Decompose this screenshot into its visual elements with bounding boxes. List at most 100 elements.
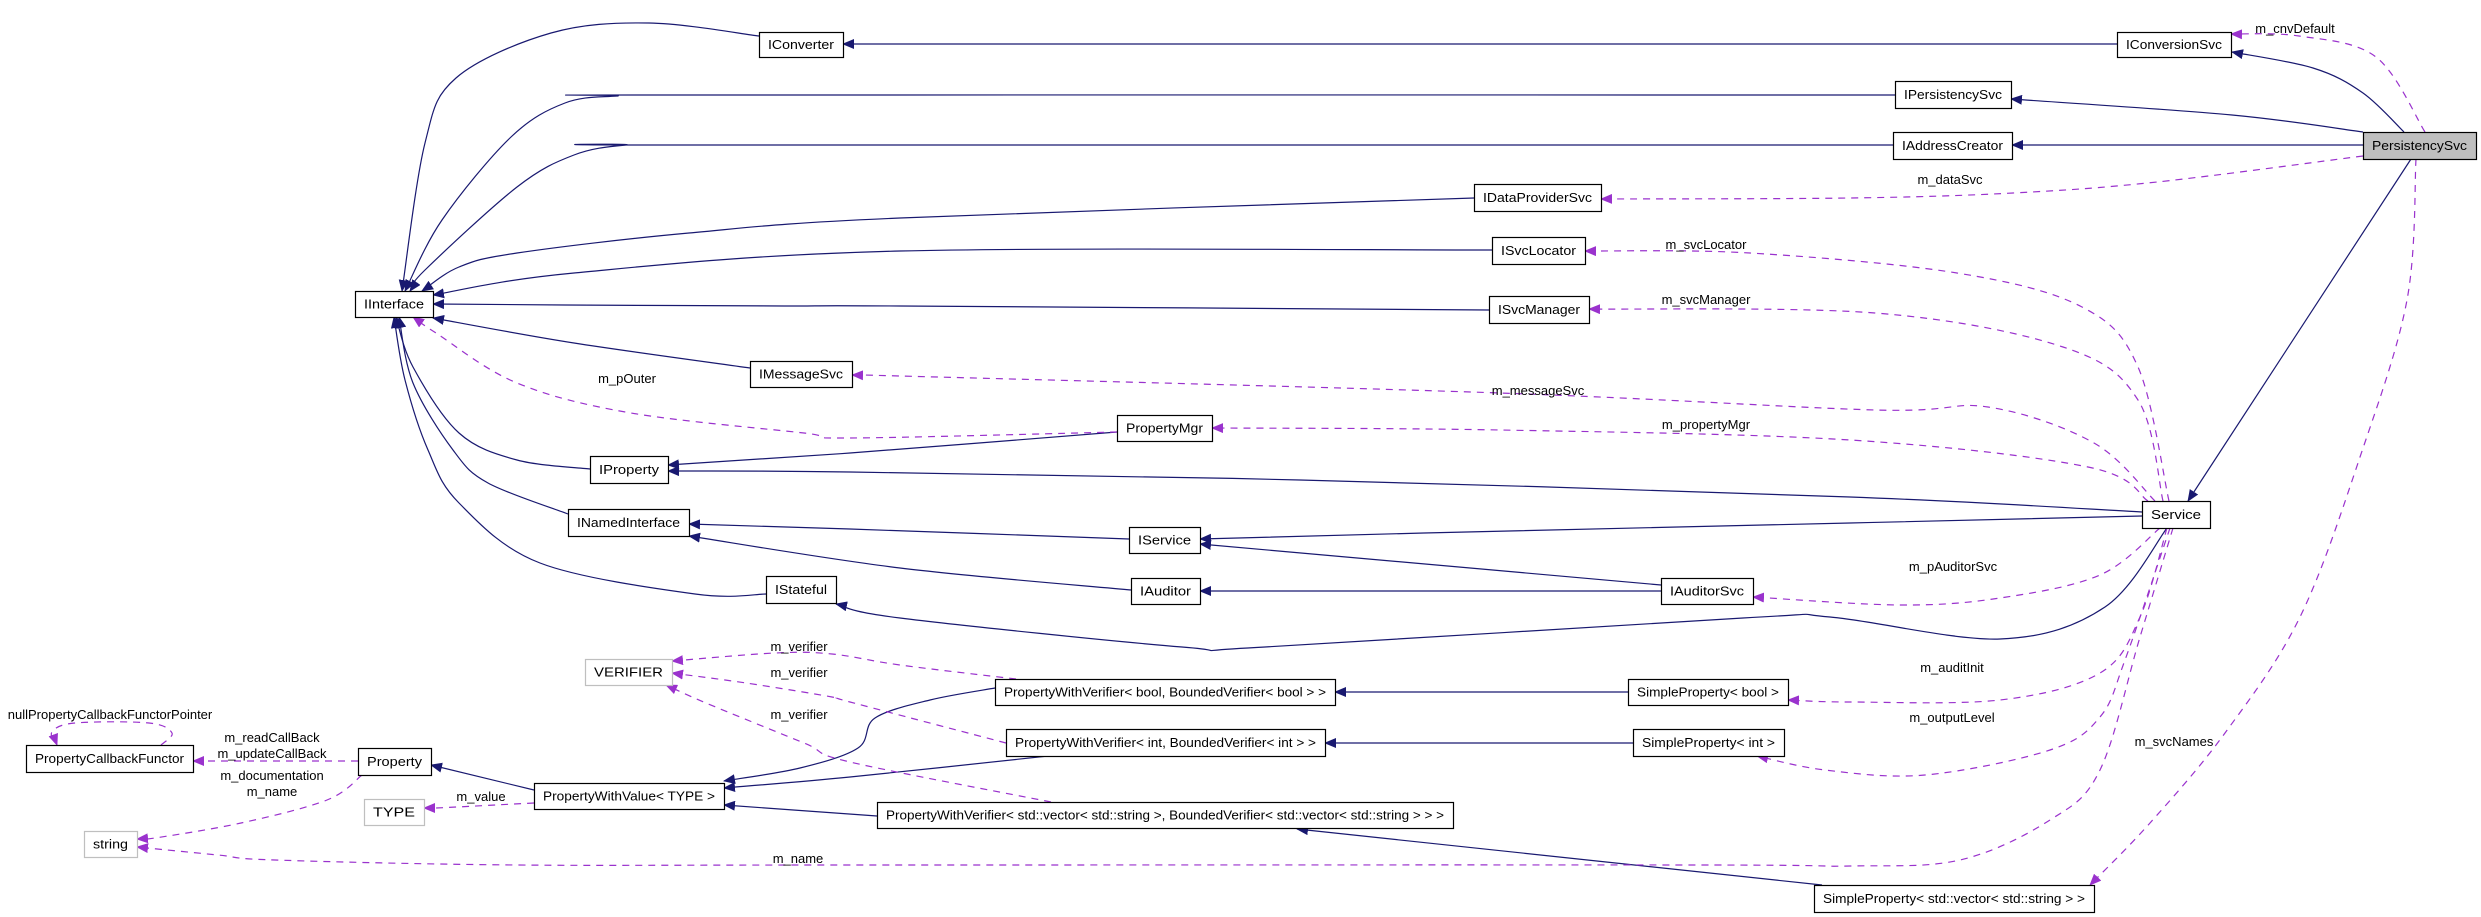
class-node-iauditor-svc[interactable]: IAuditorSvc [1660,577,1755,606]
class-box [1632,728,1786,758]
class-label: INamedInterface [577,515,680,530]
inheritance-edge-persistency-svc-to-service [2187,158,2412,502]
edge-label: m_name [247,784,298,799]
class-node-pcf[interactable]: PropertyCallbackFunctor [25,744,195,774]
class-label: ISvcLocator [1501,243,1577,258]
class-box [1128,526,1202,555]
class-label: SimpleProperty< std::vector< std::string… [1823,891,2085,906]
inheritance-edge-service-to-iservice [1199,515,2143,544]
inheritance-edge-iaddress-creator-to-iinterface [409,143,1893,292]
usage-edge-pwvint-to-verifier [671,669,1007,744]
class-label: ISvcManager [1498,302,1581,317]
class-box [758,31,845,59]
class-box [533,782,726,811]
class-label: PropertyWithValue< TYPE > [543,789,715,804]
class-node-persistency-svc[interactable]: PersistencySvc [2362,131,2478,161]
class-label: PropertyCallbackFunctor [35,751,185,766]
usage-edge-service-to-string [136,527,2174,867]
class-node-type[interactable]: TYPE [363,798,426,827]
usage-edge-pcf-to-pcf [48,721,173,746]
class-box [354,290,435,319]
class-node-service[interactable]: Service [2141,500,2212,530]
class-label: SimpleProperty< bool > [1637,685,1779,700]
edge-label: nullPropertyCallbackFunctorPointer [8,707,213,722]
usage-edge-service-to-property-mgr [1211,423,2149,502]
edge-label: m_readCallBack [224,730,320,745]
class-node-spvec[interactable]: SimpleProperty< std::vector< std::string… [1813,884,2096,914]
edge-label: m_verifier [770,665,828,680]
class-node-iauditor[interactable]: IAuditor [1130,577,1202,606]
class-node-property[interactable]: Property [357,747,433,777]
edge-label: m_outputLevel [1909,710,1994,725]
class-node-verifier[interactable]: VERIFIER [584,658,674,687]
class-node-iproperty[interactable]: IProperty [589,455,670,485]
inheritance-edge-inamed-interface-to-iinterface [396,316,569,515]
edge-label: m_pOuter [598,371,656,386]
class-node-pwv[interactable]: PropertyWithValue< TYPE > [533,782,726,811]
edge-label: m_documentation [220,768,323,783]
class-node-isvc-manager[interactable]: ISvcManager [1488,295,1591,325]
class-node-property-mgr[interactable]: PropertyMgr [1116,414,1214,443]
class-node-imessage-svc[interactable]: IMessageSvc [749,360,854,389]
class-node-pwvint[interactable]: PropertyWithVerifier< int, BoundedVerifi… [1005,728,1327,758]
class-node-isvc-locator[interactable]: ISvcLocator [1491,236,1587,266]
class-label: IAddressCreator [1902,138,2004,153]
class-label: Property [367,754,423,769]
usage-edge-persistency-svc-to-spvec [2089,158,2417,886]
class-node-string[interactable]: string [83,830,139,859]
class-label: IMessageSvc [759,367,844,382]
class-box [1488,295,1591,325]
class-label: SimpleProperty< int > [1642,735,1775,750]
inheritance-edge-ipersistency-svc-to-iinterface [404,94,1896,292]
class-box [1660,577,1755,606]
class-node-iservice[interactable]: IService [1128,526,1202,555]
class-node-idata-provider-svc[interactable]: IDataProviderSvc [1473,183,1603,213]
usage-edge-persistency-svc-to-idata-provider-svc [1600,155,2364,204]
class-node-spbool[interactable]: SimpleProperty< bool > [1627,678,1790,707]
class-box [1130,577,1202,606]
usage-edge-service-to-iauditor-svc [1752,527,2161,606]
class-label: IInterface [364,297,424,312]
edge-label: m_svcNames [2135,734,2214,749]
edge-label: m_name [773,851,824,866]
inheritance-edge-iservice-to-inamed-interface [688,519,1130,540]
inheritance-edge-pwv-to-property [430,762,535,791]
class-label: PersistencySvc [2372,138,2468,153]
class-node-spint[interactable]: SimpleProperty< int > [1632,728,1786,758]
class-node-pwvbool[interactable]: PropertyWithVerifier< bool, BoundedVerif… [994,678,1337,707]
class-box [357,747,433,777]
class-box [2362,131,2478,161]
class-box [2141,500,2212,530]
inheritance-edge-iproperty-to-iinterface [394,316,591,470]
class-node-iinterface[interactable]: IInterface [354,290,435,319]
class-node-istateful[interactable]: IStateful [765,575,838,605]
class-label: IStateful [775,582,827,597]
class-box [589,455,670,485]
class-node-iconversion-svc[interactable]: IConversionSvc [2116,31,2233,59]
edge-label: m_svcManager [1662,292,1752,307]
class-node-pwvvec[interactable]: PropertyWithVerifier< std::vector< std::… [876,801,1455,830]
inheritance-edge-service-to-iproperty [667,466,2143,513]
nodes-layer: IConverter IConversionSvc IPersistencySvc I… [25,31,2478,914]
class-node-ipersistency-svc[interactable]: IPersistencySvc [1894,80,2013,110]
usage-edge-property-to-string [136,774,363,844]
class-box [749,360,854,389]
class-node-inamed-interface[interactable]: INamedInterface [567,508,691,538]
class-box [363,798,426,827]
inheritance-edge-persistency-svc-to-iconversion-svc [2231,49,2405,133]
class-label: IAuditorSvc [1670,584,1745,599]
class-box [1813,884,2096,914]
inheritance-edge-imessage-svc-to-iinterface [432,315,751,369]
class-node-iconverter[interactable]: IConverter [758,31,845,59]
class-label: string [93,837,128,852]
class-label: IPersistencySvc [1904,87,2003,102]
edge-label: m_verifier [770,639,828,654]
inheritance-edge-istateful-to-iinterface [390,316,767,597]
inheritance-edge-isvc-manager-to-iinterface [432,299,1490,311]
class-label: IService [1138,533,1191,548]
class-box [1473,183,1603,213]
class-node-iaddress-creator[interactable]: IAddressCreator [1892,131,2014,161]
edges-layer [48,22,2426,886]
usage-edge-service-to-isvc-locator [1584,246,2170,502]
